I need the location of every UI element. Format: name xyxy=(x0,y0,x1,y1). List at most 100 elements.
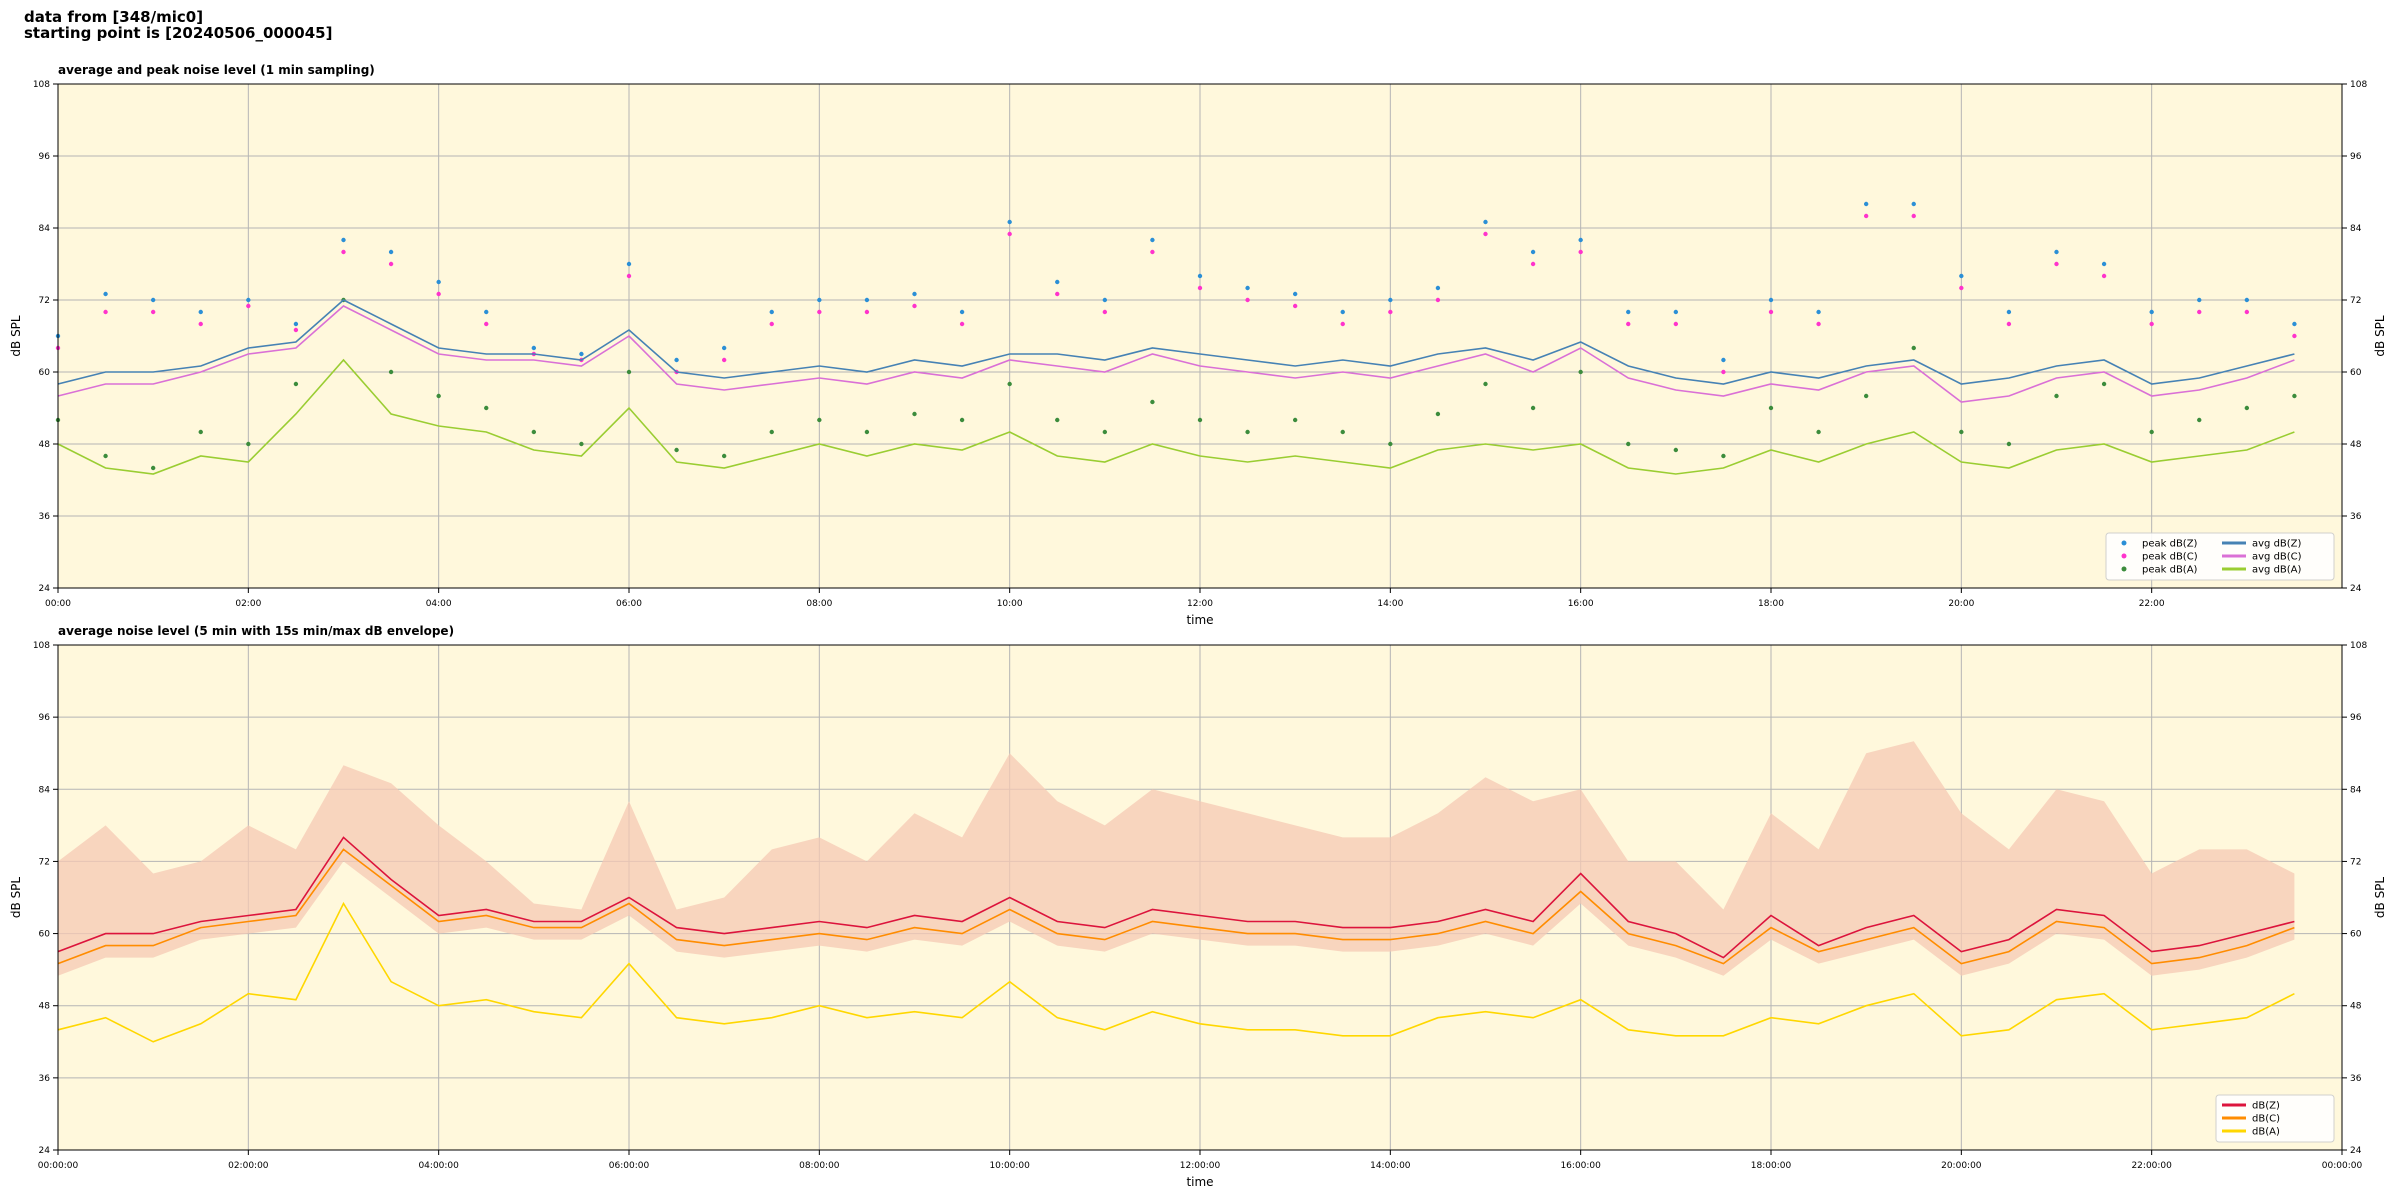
peak-dot xyxy=(436,291,441,297)
peak-dot xyxy=(864,429,870,435)
peak-dot xyxy=(1721,357,1726,363)
legend-label: peak dB(Z) xyxy=(2142,539,2198,550)
x-tick-label: 00:00 xyxy=(45,599,71,609)
peak-dot xyxy=(1959,429,1964,435)
peak-dot xyxy=(1388,441,1393,447)
peak-dot xyxy=(2197,297,2202,303)
peak-dot xyxy=(1768,405,1774,411)
peak-dot xyxy=(2292,333,2297,339)
peak-dot xyxy=(1530,249,1536,255)
y-tick-label: 72 xyxy=(39,857,50,867)
peak-dot xyxy=(1959,285,1964,291)
peak-dot xyxy=(1863,201,1869,207)
y-tick-label: 108 xyxy=(33,641,50,651)
legend-label: peak dB(C) xyxy=(2142,552,2198,563)
peak-dot xyxy=(2101,273,2107,279)
peak-dot xyxy=(769,321,774,327)
legend-label: peak dB(A) xyxy=(2142,565,2198,576)
legend-label: avg dB(A) xyxy=(2252,565,2302,576)
peak-dot xyxy=(531,345,537,351)
peak-dot xyxy=(1768,309,1774,315)
peak-dot xyxy=(388,369,394,375)
y-tick-label: 84 xyxy=(2350,224,2362,234)
peak-dot xyxy=(198,321,203,327)
x-tick-label: 00:00:00 xyxy=(2322,1161,2363,1171)
series-line xyxy=(57,836,2295,959)
peak-dot xyxy=(293,321,299,327)
y-tick-label: 60 xyxy=(39,930,51,940)
peak-dot xyxy=(1673,309,1679,315)
peak-dot xyxy=(2292,321,2297,327)
peak-dot xyxy=(817,309,822,315)
y-axis-label: dB SPL xyxy=(9,877,23,919)
x-tick-label: 16:00:00 xyxy=(1560,1161,1601,1171)
peak-dot xyxy=(912,291,917,297)
y-tick-label: 24 xyxy=(39,584,51,594)
peak-dot xyxy=(293,327,299,333)
peak-dot xyxy=(341,237,346,243)
peak-dot xyxy=(1911,201,1916,207)
x-tick-label: 06:00 xyxy=(616,599,642,609)
series-line xyxy=(57,358,2295,475)
x-axis-label: time xyxy=(1186,613,1213,627)
peak-dot xyxy=(2101,261,2107,267)
y-tick-label: 48 xyxy=(39,440,51,450)
peak-dot xyxy=(1816,309,1821,315)
legend-swatch xyxy=(2121,553,2127,559)
peak-dot xyxy=(1055,279,1060,285)
peak-dot xyxy=(1959,273,1964,279)
peak-dot xyxy=(1150,249,1155,255)
peak-dot xyxy=(436,393,441,399)
peak-dot xyxy=(2054,393,2059,399)
plot-frame xyxy=(57,83,2343,589)
peak-dot xyxy=(674,447,679,453)
peak-dot xyxy=(1530,261,1536,267)
x-tick-label: 04:00 xyxy=(426,599,452,609)
peak-dot xyxy=(436,279,441,285)
peak-dot xyxy=(1292,303,1298,309)
legend-box xyxy=(2105,532,2335,581)
chart-title: average noise level (5 min with 15s min/… xyxy=(58,624,454,638)
y-tick-label: 96 xyxy=(39,713,51,723)
peak-dot xyxy=(2244,309,2250,315)
peak-dot xyxy=(246,297,251,303)
peak-dot xyxy=(1245,297,1250,303)
peak-dot xyxy=(864,309,870,315)
peak-dot xyxy=(864,297,870,303)
peak-dot xyxy=(484,321,489,327)
peak-dot xyxy=(1340,321,1345,327)
legend-swatch xyxy=(2121,540,2127,546)
peak-dot xyxy=(1340,309,1345,315)
plot-frame xyxy=(57,644,2343,1151)
peak-dot xyxy=(341,249,346,255)
peak-dot xyxy=(1435,411,1441,417)
peak-dot xyxy=(579,351,584,357)
series-line xyxy=(57,901,2295,1043)
legend-swatch xyxy=(2121,566,2127,572)
peak-dot xyxy=(1863,213,1869,219)
series-line xyxy=(57,305,2295,403)
chart-title: average and peak noise level (1 min samp… xyxy=(58,63,375,77)
peak-dot xyxy=(2006,309,2012,315)
peak-dot xyxy=(1721,369,1726,375)
peak-dot xyxy=(1055,291,1060,297)
y-tick-label: 24 xyxy=(2350,1146,2362,1156)
peak-dot xyxy=(817,297,822,303)
peak-dot xyxy=(1626,321,1631,327)
peak-dot xyxy=(579,441,584,447)
peak-dot xyxy=(1483,381,1488,387)
peak-dot xyxy=(1292,291,1298,297)
header-line: starting point is [20240506_000045] xyxy=(24,24,332,42)
peak-dot xyxy=(1197,273,1203,279)
peak-dot xyxy=(1245,285,1250,291)
peak-dot xyxy=(484,309,489,315)
peak-dot xyxy=(2149,429,2154,435)
x-tick-label: 14:00:00 xyxy=(1370,1161,1411,1171)
legend-label: dB(C) xyxy=(2252,1114,2280,1125)
peak-dot xyxy=(2292,393,2297,399)
peak-dot xyxy=(1150,237,1155,243)
y-tick-label: 84 xyxy=(39,785,51,795)
y-tick-label: 24 xyxy=(2350,584,2362,594)
peak-dot xyxy=(1578,249,1583,255)
